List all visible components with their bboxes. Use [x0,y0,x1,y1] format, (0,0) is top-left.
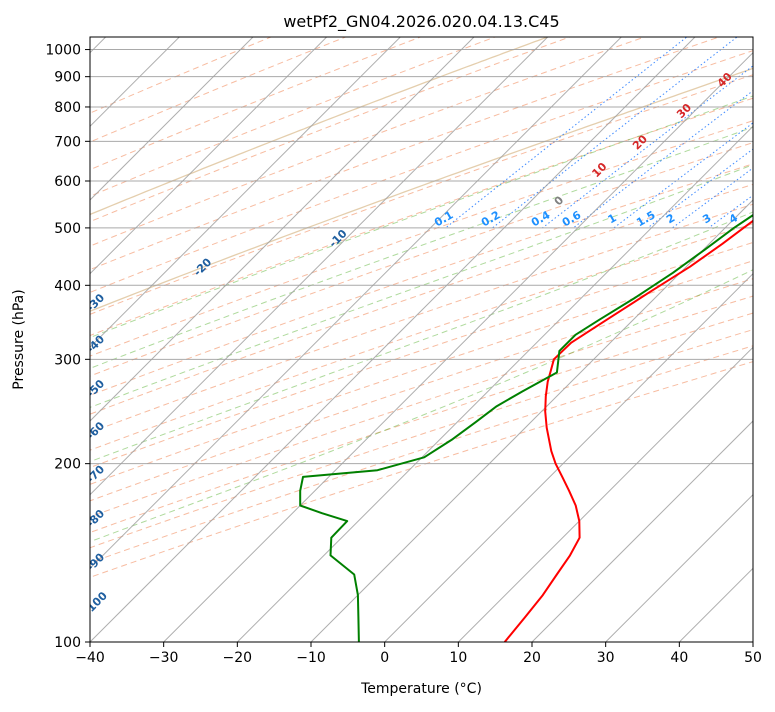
mixing-ratio-line [543,25,775,228]
y-tick-label: 400 [54,278,81,294]
x-tick-label: −20 [223,650,253,666]
dry-adiabat-label: -100 [81,589,110,618]
plot-frame [90,37,753,642]
dry-adiabat-label: -60 [84,419,107,442]
dry-adiabat-line [0,25,775,669]
chart-title: wetPf2_GN04.2026.020.04.13.C45 [283,12,559,32]
dry-adiabat-line [0,25,775,669]
y-tick-label: 300 [54,352,81,368]
moist-adiabat-label: 10 [589,160,609,180]
isotherm-line [0,25,265,669]
dry-adiabat-line [0,25,775,669]
mixing-ratio-label: 0.4 [529,208,553,229]
dry-adiabat-label: -70 [84,463,107,486]
x-tick-label: 10 [449,650,467,666]
dry-adiabat-line [0,25,775,669]
dry-adiabat-line [0,25,754,669]
mixing-ratio-line [446,25,702,228]
isotherm-line [63,25,707,669]
isotherm-line [0,25,339,669]
dry-adiabat-line [0,25,775,669]
y-tick-label: 800 [54,100,81,116]
x-tick-label: −10 [296,650,326,666]
x-tick-label: 40 [670,650,688,666]
dry-adiabat-line [0,25,775,669]
dry-adiabat-line [0,25,775,669]
y-tick-label: 200 [54,457,81,473]
dry-adiabat-line [0,25,775,669]
y-tick-label: 600 [54,174,81,190]
y-tick-label: 1000 [45,43,81,59]
dry-adiabat-label: -50 [84,377,107,400]
dry-adiabat-label: -30 [84,291,107,314]
x-tick-label: 50 [744,650,762,666]
x-tick-label: 30 [597,650,615,666]
isotherm-line [0,25,486,669]
x-tick-label: −40 [75,650,105,666]
dry-adiabat-label: -40 [84,332,107,355]
isotherm-line [284,25,775,669]
dry-adiabat-line [0,25,775,669]
x-tick-label: 20 [523,650,541,666]
isotherm-line [0,25,560,669]
moist-adiabat-label: 20 [630,132,650,152]
mixing-ratio-label: 2 [664,211,677,226]
mixing-ratio-line [735,25,775,228]
isotherm-line [210,25,775,669]
y-tick-label: 100 [54,635,81,651]
dry-adiabat-line [0,25,775,669]
mixing-ratio-label: 3 [700,211,713,226]
mixing-ratio-line [709,25,775,228]
y-tick-label: 700 [54,134,81,150]
dry-adiabat-line [0,25,775,669]
x-tick-label: 0 [380,650,389,666]
dry-adiabat-line [0,25,775,669]
moist-adiabat-label: 30 [674,101,694,121]
dry-adiabat-line [0,25,775,669]
x-tick-label: −30 [149,650,179,666]
mixing-ratio-label: 0.1 [432,208,455,229]
mixing-ratio-line [672,25,775,228]
y-axis-label: Pressure (hPa) [11,289,27,389]
dry-adiabat-label: -80 [84,507,107,530]
mixing-ratio-label: 1.5 [634,208,657,229]
dry-adiabat-line [0,25,775,669]
isotherm-line [579,25,775,669]
dry-adiabat-line [0,25,775,669]
dry-adiabat-line [0,25,775,669]
x-axis-label: Temperature (°C) [360,681,482,697]
mixing-ratio-label: 6 [766,211,775,226]
isotherm-line [652,25,775,669]
moist-adiabat-label: 40 [715,70,735,90]
dry-adiabat-line [0,25,452,669]
moist-adiabat-label: 0 [552,193,567,208]
dry-adiabat-line [0,25,527,669]
dry-adiabat-line [0,25,376,669]
mixing-ratio-label: 1 [606,211,619,226]
dry-adiabat-label: -20 [191,255,214,278]
y-tick-label: 900 [54,70,81,86]
dry-adiabat-line [0,25,300,669]
dry-adiabat-line [0,25,775,669]
y-tick-label: 500 [54,221,81,237]
